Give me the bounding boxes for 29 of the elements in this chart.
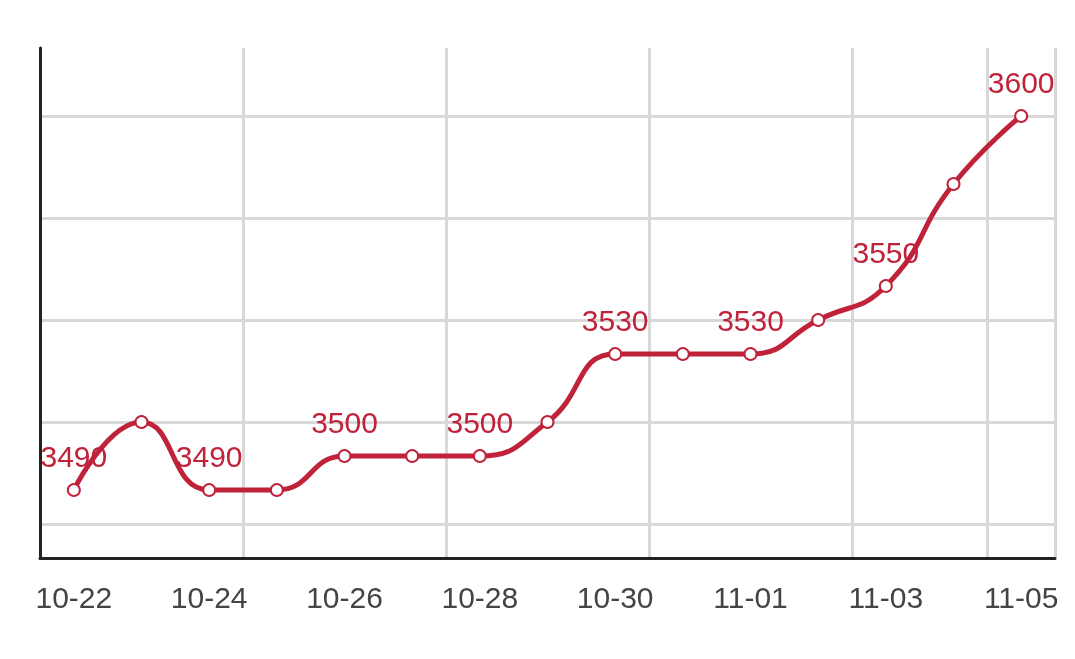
point	[540, 415, 555, 429]
data-label: 3530	[717, 303, 784, 337]
point	[608, 347, 623, 361]
data-label: 3530	[581, 303, 649, 337]
x-tick-label: 10-30	[576, 580, 654, 614]
data-label: 3490	[175, 439, 243, 473]
x-tick-label: 10-22	[35, 580, 113, 614]
x-tick-label: 11-05	[983, 580, 1059, 614]
point	[472, 449, 487, 463]
data-label: 3600	[987, 65, 1055, 99]
point	[405, 449, 420, 463]
point	[134, 415, 149, 429]
point	[675, 347, 690, 361]
x-tick-label: 11-03	[848, 580, 924, 614]
point	[66, 483, 81, 497]
data-label: 3500	[311, 405, 378, 439]
point	[811, 313, 826, 327]
point	[946, 177, 961, 191]
point	[1014, 109, 1029, 123]
point	[202, 483, 217, 497]
x-tick-label: 10-26	[306, 580, 383, 614]
x-tick-label: 10-28	[441, 580, 519, 614]
point	[337, 449, 352, 463]
x-tick-label: 10-24	[170, 580, 248, 614]
x-tick-label: 11-01	[713, 580, 788, 614]
point	[743, 347, 758, 361]
point	[269, 483, 284, 497]
data-label: 3500	[446, 405, 514, 439]
point	[878, 279, 893, 293]
